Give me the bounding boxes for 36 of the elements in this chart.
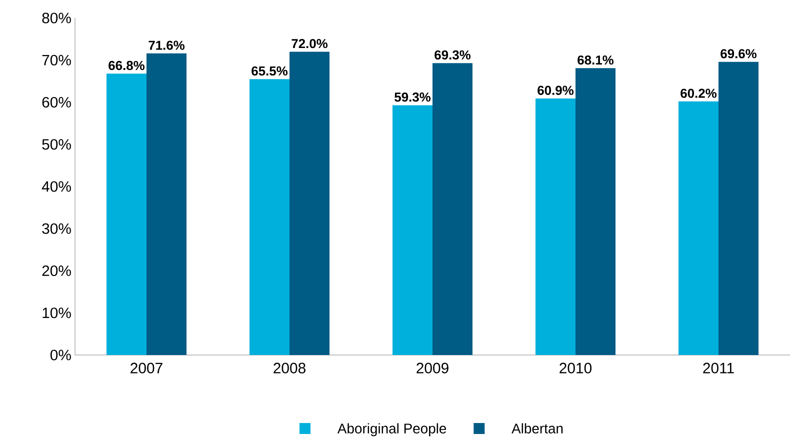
y-tick-label: 20%: [42, 265, 71, 276]
data-label: 69.3%: [434, 50, 471, 60]
bar: [106, 74, 146, 355]
bar: [536, 98, 576, 355]
data-label: 60.9%: [538, 86, 574, 95]
bar: [392, 105, 432, 355]
data-label: 66.8%: [108, 60, 145, 70]
bar: [718, 62, 759, 355]
y-tick-label: 30%: [42, 223, 71, 234]
y-tick-label: 80%: [42, 12, 71, 24]
y-tick-label: 60%: [42, 96, 71, 108]
x-tick-label: 2007: [130, 362, 162, 374]
y-tick-label: 0%: [50, 350, 71, 360]
y-tick-label: 40%: [42, 181, 71, 192]
bar: [432, 63, 472, 355]
legend-label: Aboriginal People: [337, 423, 446, 436]
bar: [678, 101, 719, 355]
bar: [250, 79, 290, 355]
data-label: 69.6%: [720, 49, 757, 58]
x-tick-label: 2011: [703, 362, 734, 374]
data-label: 71.6%: [148, 40, 185, 50]
legend-label: Albertan: [512, 423, 563, 434]
x-tick-label: 2008: [274, 362, 306, 374]
bar: [290, 52, 330, 355]
bar: [146, 53, 186, 355]
data-label: 72.0%: [292, 39, 328, 48]
x-tick-label: 2009: [416, 362, 448, 374]
y-tick-label: 50%: [42, 139, 71, 150]
x-tick-label: 2010: [560, 362, 592, 374]
bar: [576, 68, 616, 355]
y-tick-label: 10%: [42, 308, 71, 318]
data-label: 60.2%: [680, 88, 717, 98]
data-label: 59.3%: [394, 92, 431, 102]
y-tick-label: 70%: [42, 54, 71, 66]
data-label: 65.5%: [252, 66, 288, 76]
data-label: 68.1%: [578, 55, 614, 65]
